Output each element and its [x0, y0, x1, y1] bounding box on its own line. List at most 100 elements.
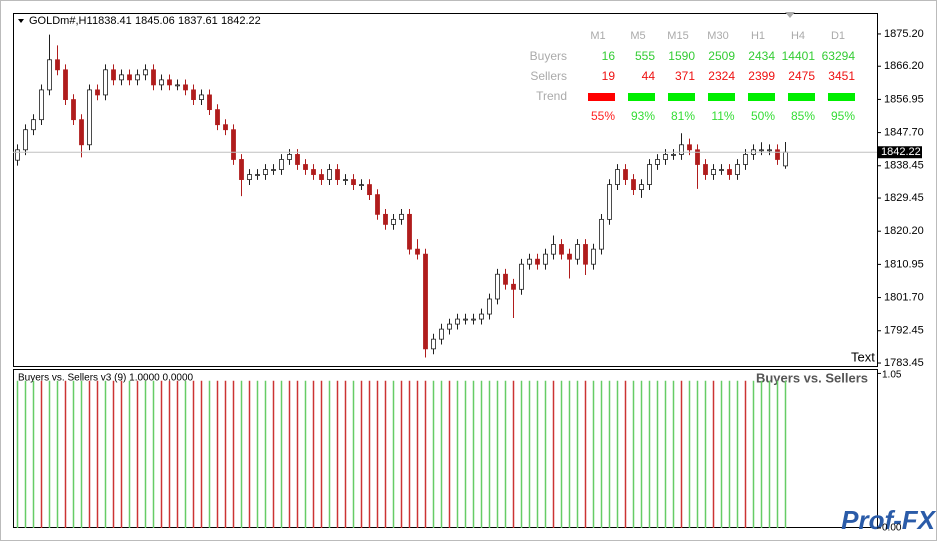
strength: 55% — [591, 109, 615, 123]
candle-body — [175, 84, 180, 87]
sellers: 19 — [602, 69, 616, 83]
candle-body — [583, 244, 588, 265]
y-tick-label: 1866.20 — [884, 60, 924, 72]
trend — [748, 93, 775, 101]
buyers: 555 — [635, 49, 655, 63]
candle-body — [191, 89, 196, 100]
y-tick-label: 1820.20 — [884, 225, 924, 237]
y-tick-label: 1829.45 — [884, 192, 924, 204]
candle-body — [543, 253, 548, 265]
candle-body — [743, 154, 748, 165]
candle-body — [279, 159, 284, 170]
shift-marker — [785, 12, 795, 18]
sellers: 371 — [675, 69, 695, 83]
candle-body — [359, 184, 364, 186]
symbol: GOLDm#,H1 — [29, 15, 93, 27]
candle-body — [87, 89, 92, 146]
row-label: Sellers — [530, 69, 567, 83]
candle-body — [647, 164, 652, 185]
candle-body — [727, 169, 732, 175]
candle-body — [511, 283, 516, 290]
trend — [628, 93, 655, 101]
candle-body — [639, 184, 644, 191]
indicator-panel — [13, 369, 878, 528]
candle-body — [759, 149, 764, 152]
sellers: 2399 — [748, 69, 775, 83]
candle-body — [783, 151, 788, 167]
candle-body — [527, 258, 532, 265]
candle-body — [375, 194, 380, 215]
candle-body — [559, 244, 564, 255]
candle-body — [295, 154, 300, 165]
candle-body — [679, 144, 684, 155]
candle-body — [711, 169, 716, 175]
sellers: 2475 — [788, 69, 815, 83]
candle-body — [503, 273, 508, 285]
buyers: 1590 — [668, 49, 695, 63]
candle-body — [271, 169, 276, 171]
strength: 95% — [831, 109, 855, 123]
candle-body — [183, 84, 188, 91]
indicator-title: Buyers vs. Sellers v3 (9) 1.0000 0.0000 — [18, 373, 194, 384]
candle-body — [719, 169, 724, 171]
candle-body — [663, 154, 668, 160]
candle-body — [311, 169, 316, 175]
timeframe: H1 — [751, 30, 765, 42]
candle-body — [551, 244, 556, 255]
strength: 50% — [751, 109, 775, 123]
candle-body — [455, 318, 460, 325]
price-box — [878, 146, 922, 159]
candle-body — [239, 159, 244, 180]
candle-body — [343, 179, 348, 181]
strength: 81% — [671, 109, 695, 123]
buyers: 14401 — [782, 49, 816, 63]
candle-body — [703, 164, 708, 175]
candle-body — [567, 253, 572, 260]
candle-body — [95, 89, 100, 96]
candle-body — [23, 129, 28, 151]
candle-body — [671, 154, 676, 156]
low: 1837.61 — [178, 15, 218, 27]
candle-body — [47, 59, 52, 91]
candle-body — [415, 248, 420, 255]
candle-body — [167, 79, 172, 86]
candle-body — [575, 244, 580, 260]
buyers: 16 — [602, 49, 616, 63]
candle-body — [407, 213, 412, 250]
candle-body — [39, 89, 44, 121]
trend — [708, 93, 735, 101]
candle-body — [479, 313, 484, 320]
candle-body — [231, 129, 236, 160]
candle-body — [607, 184, 612, 220]
trend — [788, 93, 815, 101]
candle-body — [463, 318, 468, 321]
candle-body — [495, 273, 500, 300]
candle-body — [351, 179, 356, 185]
corner-text: Text — [851, 349, 875, 364]
candle-body — [399, 213, 404, 220]
candle-body — [327, 169, 332, 180]
candle-body — [391, 218, 396, 225]
candle-body — [63, 69, 68, 100]
candle-body — [103, 69, 108, 96]
candle-body — [599, 218, 604, 250]
candle-body — [71, 99, 76, 121]
candle-body — [287, 154, 292, 160]
price-label: 1842.22 — [881, 146, 921, 158]
timeframe: H4 — [791, 30, 805, 42]
candle-body — [431, 338, 436, 350]
row-label: Buyers — [530, 49, 567, 63]
logo: Prof-FX — [841, 505, 937, 535]
open: 1838.41 — [92, 15, 132, 27]
candle-body — [687, 144, 692, 151]
candle-body — [215, 109, 220, 126]
candle-body — [135, 74, 140, 81]
strength: 85% — [791, 109, 815, 123]
timeframe: M15 — [667, 30, 688, 42]
strength: 93% — [631, 109, 655, 123]
candle-body — [439, 328, 444, 340]
y-tick-label: 1792.45 — [884, 325, 924, 337]
trend — [828, 93, 855, 101]
candle-body — [487, 298, 492, 315]
